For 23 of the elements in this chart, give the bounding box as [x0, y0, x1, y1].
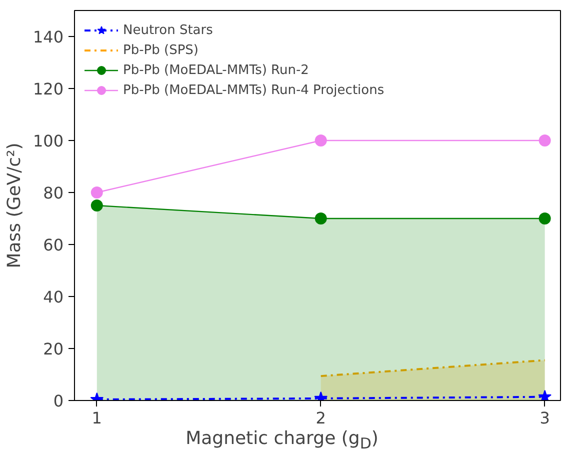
y-tick-label: 120 [32, 80, 64, 98]
point [90, 200, 103, 212]
legend-label: Neutron Stars [123, 22, 213, 38]
y-tick-label: 40 [43, 288, 64, 306]
point [538, 212, 551, 224]
point [90, 186, 103, 198]
point [314, 134, 327, 146]
legend-label: Pb-Pb (SPS) [123, 42, 198, 58]
x-axis-title: Magnetic charge (g$_{D}$) [186, 427, 378, 455]
y-tick-label: 80 [43, 184, 64, 202]
point [538, 134, 551, 146]
point [538, 390, 552, 400]
y-axis-title: Mass (GeV/c²) [4, 142, 25, 268]
y-tick-label: 100 [32, 132, 64, 150]
y-tick-label: 0 [53, 392, 64, 410]
x-tick-label: 3 [540, 408, 550, 428]
x-tick-label: 1 [92, 408, 102, 428]
y-tick-label: 140 [32, 28, 64, 46]
y-tick-label: 60 [43, 236, 64, 254]
y-tick-label: 20 [43, 340, 64, 358]
legend-label: Pb-Pb (MoEDAL-MMTs) Run-2 [123, 62, 309, 78]
x-tick-label: 2 [316, 408, 326, 428]
legend-label: Pb-Pb (MoEDAL-MMTs) Run-4 Projections [123, 82, 384, 98]
